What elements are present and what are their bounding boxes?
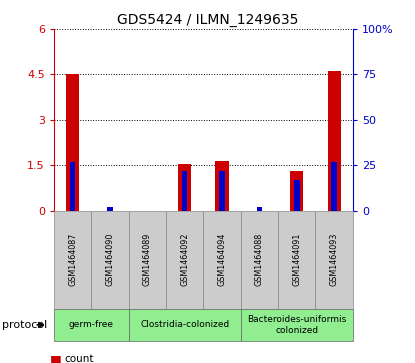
Bar <box>290 171 303 211</box>
Text: GSM1464091: GSM1464091 <box>292 233 301 286</box>
Bar <box>66 74 79 211</box>
Bar <box>215 160 229 211</box>
Text: GDS5424 / ILMN_1249635: GDS5424 / ILMN_1249635 <box>117 13 298 27</box>
Bar <box>107 207 113 211</box>
Text: count: count <box>64 354 94 363</box>
Text: Bacteroides-uniformis
colonized: Bacteroides-uniformis colonized <box>247 315 347 335</box>
Bar <box>256 207 262 211</box>
Text: Clostridia-colonized: Clostridia-colonized <box>140 321 229 329</box>
Text: ■: ■ <box>50 353 61 363</box>
Text: protocol: protocol <box>2 320 47 330</box>
Bar <box>327 72 341 211</box>
Text: GSM1464090: GSM1464090 <box>105 233 115 286</box>
Text: GSM1464087: GSM1464087 <box>68 233 77 286</box>
Bar <box>178 164 191 211</box>
Text: GSM1464092: GSM1464092 <box>180 233 189 286</box>
Text: GSM1464089: GSM1464089 <box>143 233 152 286</box>
Text: germ-free: germ-free <box>69 321 114 329</box>
Bar <box>70 162 76 211</box>
Text: GSM1464088: GSM1464088 <box>255 233 264 286</box>
Bar <box>182 171 188 211</box>
Bar <box>219 171 225 211</box>
Bar <box>331 162 337 211</box>
Text: GSM1464093: GSM1464093 <box>330 233 339 286</box>
Bar <box>294 180 300 211</box>
Text: GSM1464094: GSM1464094 <box>217 233 227 286</box>
